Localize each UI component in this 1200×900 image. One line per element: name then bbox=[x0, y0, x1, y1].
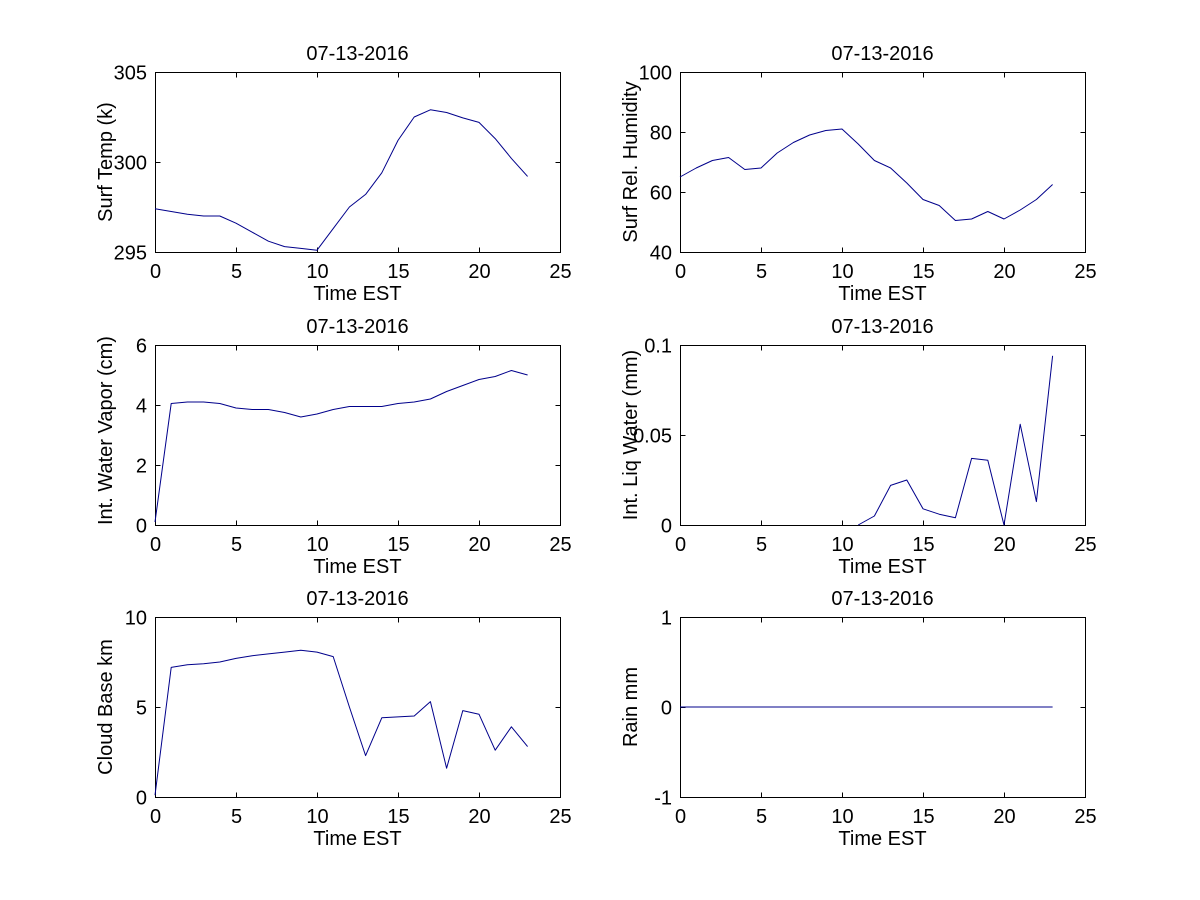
svg-text:0: 0 bbox=[150, 261, 161, 283]
svg-text:25: 25 bbox=[1074, 534, 1096, 556]
svg-text:15: 15 bbox=[387, 261, 409, 283]
x-axis-label: Time EST bbox=[313, 828, 402, 850]
x-axis-label: Time EST bbox=[313, 556, 402, 578]
svg-text:0.1: 0.1 bbox=[644, 336, 672, 358]
svg-text:25: 25 bbox=[549, 534, 571, 556]
svg-text:305: 305 bbox=[114, 63, 147, 85]
svg-text:5: 5 bbox=[756, 534, 767, 556]
plot-area: 0 5 10 15 20 25 40 60 80 100 bbox=[639, 63, 1097, 284]
plot-title: 07-13-2016 bbox=[306, 588, 409, 610]
svg-text:10: 10 bbox=[831, 534, 853, 556]
svg-text:10: 10 bbox=[306, 806, 328, 828]
svg-text:20: 20 bbox=[993, 261, 1015, 283]
svg-text:5: 5 bbox=[231, 806, 242, 828]
subplot-cloud-base: 07-13-2016 Cloud Base km 0 5 10 15 20 25 0 5 10 … bbox=[93, 588, 588, 857]
svg-text:5: 5 bbox=[756, 261, 767, 283]
x-axis-label: Time EST bbox=[313, 283, 402, 305]
svg-text:25: 25 bbox=[549, 261, 571, 283]
svg-text:0: 0 bbox=[675, 261, 686, 283]
x-axis-label: Time EST bbox=[838, 828, 927, 850]
svg-text:80: 80 bbox=[650, 123, 672, 145]
svg-text:4: 4 bbox=[136, 396, 147, 418]
svg-text:10: 10 bbox=[306, 534, 328, 556]
plot-area: 0 5 10 15 20 25 295 300 305 bbox=[114, 63, 572, 284]
svg-text:0: 0 bbox=[661, 698, 672, 720]
svg-text:10: 10 bbox=[306, 261, 328, 283]
svg-text:20: 20 bbox=[468, 261, 490, 283]
subplot-surf-temp: 07-13-2016 Surf Temp (k) 0 5 10 15 20 25 295 30… bbox=[93, 43, 588, 312]
svg-text:2: 2 bbox=[136, 456, 147, 478]
plot-title: 07-13-2016 bbox=[831, 316, 934, 338]
svg-text:20: 20 bbox=[468, 806, 490, 828]
subplot-rel-humidity: 07-13-2016 Surf Rel. Humidity 0 5 10 15 20 25… bbox=[618, 43, 1113, 312]
svg-text:15: 15 bbox=[912, 806, 934, 828]
svg-text:295: 295 bbox=[114, 243, 147, 265]
svg-text:25: 25 bbox=[1074, 806, 1096, 828]
svg-text:60: 60 bbox=[650, 183, 672, 205]
svg-text:15: 15 bbox=[912, 534, 934, 556]
plot-area: 0 5 10 15 20 25 0 0.05 0.1 bbox=[633, 336, 1097, 557]
svg-text:0: 0 bbox=[661, 516, 672, 538]
plot-area: 0 5 10 15 20 25-101 bbox=[654, 608, 1096, 829]
plot-title: 07-13-2016 bbox=[306, 43, 409, 65]
svg-text:5: 5 bbox=[136, 698, 147, 720]
svg-text:-1: -1 bbox=[654, 788, 672, 810]
plot-area: 0 5 10 15 20 25 0 2 4 6 bbox=[136, 336, 572, 557]
plot-title: 07-13-2016 bbox=[831, 588, 934, 610]
svg-text:10: 10 bbox=[831, 261, 853, 283]
svg-text:0: 0 bbox=[150, 534, 161, 556]
svg-text:0: 0 bbox=[675, 806, 686, 828]
svg-text:25: 25 bbox=[549, 806, 571, 828]
subplot-water-vapor: 07-13-2016 Int. Water Vapor (cm) 0 5 10 15 2… bbox=[93, 316, 588, 585]
svg-text:0: 0 bbox=[675, 534, 686, 556]
x-axis-label: Time EST bbox=[838, 556, 927, 578]
plot-area: 0 5 10 15 20 25 0 5 10 bbox=[125, 608, 572, 829]
svg-text:40: 40 bbox=[650, 243, 672, 265]
svg-text:6: 6 bbox=[136, 336, 147, 358]
plot-title: 07-13-2016 bbox=[306, 316, 409, 338]
svg-text:0: 0 bbox=[150, 806, 161, 828]
svg-text:15: 15 bbox=[912, 261, 934, 283]
svg-text:10: 10 bbox=[125, 608, 147, 630]
svg-text:15: 15 bbox=[387, 806, 409, 828]
svg-text:15: 15 bbox=[387, 534, 409, 556]
subplot-rain: 07-13-2016 Rain mm 0 5 10 15 20 25 -1 0 1 Time E… bbox=[618, 588, 1113, 857]
plot-title: 07-13-2016 bbox=[831, 43, 934, 65]
svg-text:20: 20 bbox=[468, 534, 490, 556]
svg-text:1: 1 bbox=[661, 608, 672, 630]
svg-text:20: 20 bbox=[993, 806, 1015, 828]
svg-text:5: 5 bbox=[231, 534, 242, 556]
svg-text:25: 25 bbox=[1074, 261, 1096, 283]
svg-text:300: 300 bbox=[114, 153, 147, 175]
svg-text:0.05: 0.05 bbox=[633, 426, 672, 448]
svg-text:0: 0 bbox=[136, 788, 147, 810]
subplot-liq-water: 07-13-2016 Int. Liq Water (mm) 0 5 10 15 20 2… bbox=[618, 316, 1113, 585]
svg-text:0: 0 bbox=[136, 516, 147, 538]
svg-text:100: 100 bbox=[639, 63, 672, 85]
x-axis-label: Time EST bbox=[838, 283, 927, 305]
svg-text:20: 20 bbox=[993, 534, 1015, 556]
svg-text:10: 10 bbox=[831, 806, 853, 828]
svg-text:5: 5 bbox=[756, 806, 767, 828]
svg-text:5: 5 bbox=[231, 261, 242, 283]
